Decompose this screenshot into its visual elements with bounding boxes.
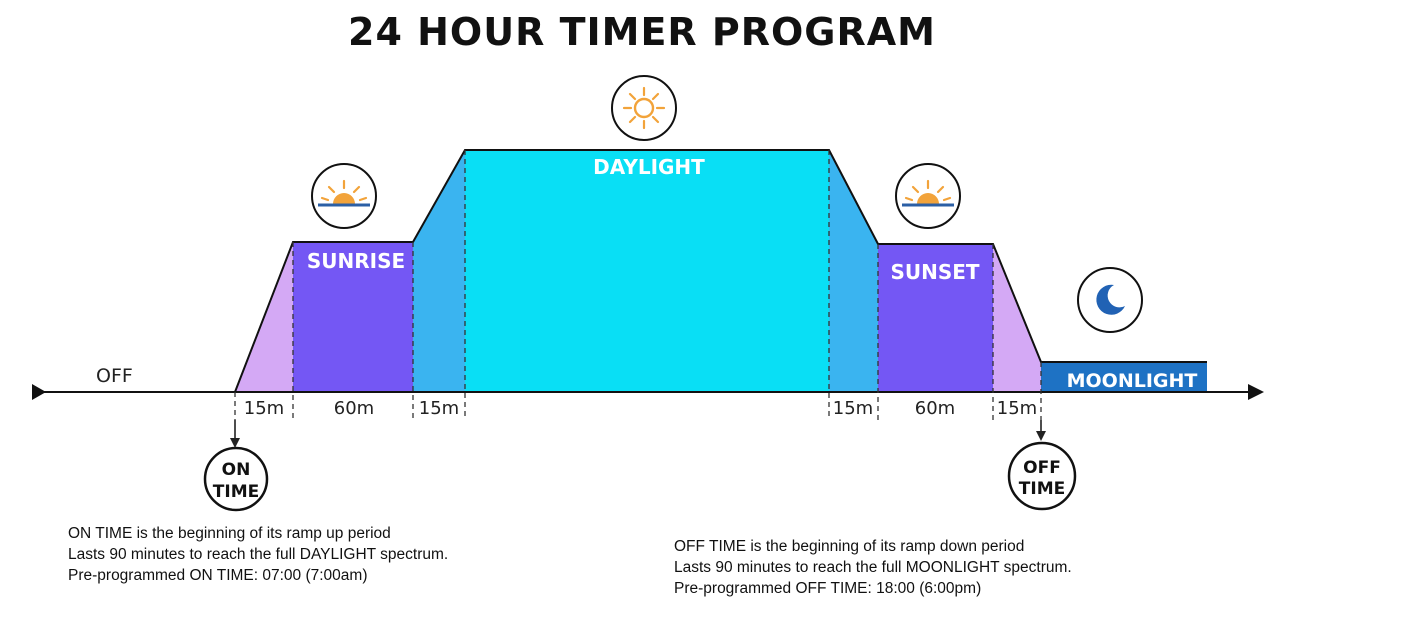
sunset-label: SUNSET [890, 260, 979, 284]
daylight-region [465, 150, 829, 392]
on-note-line: ON TIME is the beginning of its ramp up … [68, 525, 391, 542]
off-label: OFF [96, 365, 133, 387]
on-time-marker: ON TIME [203, 446, 269, 512]
phase-boundaries [234, 150, 1042, 420]
sunset-icon [895, 163, 961, 229]
duration-ramp-up-2: 15m [419, 398, 459, 419]
on-time-notes: ON TIME is the beginning of its ramp up … [68, 523, 448, 586]
off-time-marker: OFF TIME [1007, 441, 1077, 511]
off-note-line: Pre-programmed OFF TIME: 18:00 (6:00pm) [674, 580, 982, 597]
off-note-line: Lasts 90 minutes to reach the full MOONL… [674, 559, 1072, 576]
moon-icon [1077, 267, 1143, 333]
duration-sunrise: 60m [334, 398, 374, 419]
ramp-down-2-region [993, 244, 1041, 392]
ramp-down-1-region [829, 150, 878, 392]
sunrise-region [293, 242, 413, 392]
off-time-notes: OFF TIME is the beginning of its ramp do… [674, 536, 1072, 599]
off-note-line: OFF TIME is the beginning of its ramp do… [674, 538, 1025, 555]
duration-ramp-up-1: 15m [244, 398, 284, 419]
ramp-up-2-region [413, 150, 465, 392]
page-title: 24 HOUR TIMER PROGRAM [348, 10, 936, 54]
off-time-arrowhead [1036, 431, 1046, 441]
moonlight-region [1041, 362, 1207, 392]
moonlight-label: MOONLIGHT [1067, 370, 1198, 392]
off-time-line2: TIME [1019, 479, 1065, 499]
on-note-line: Pre-programmed ON TIME: 07:00 (7:00am) [68, 567, 368, 584]
duration-ramp-down-1: 15m [833, 398, 873, 419]
on-time-line1: ON [222, 460, 251, 480]
axis-start-arrow [32, 384, 46, 400]
daylight-label: DAYLIGHT [593, 155, 705, 179]
on-note-line: Lasts 90 minutes to reach the full DAYLI… [68, 546, 449, 563]
sunset-region [878, 244, 993, 392]
sunrise-label: SUNRISE [307, 249, 405, 273]
on-time-arrowhead [230, 438, 240, 448]
off-time-line1: OFF [1023, 458, 1061, 478]
axis-end-arrow [1248, 384, 1264, 400]
sun-icon [611, 75, 677, 141]
on-time-line2: TIME [213, 482, 259, 502]
duration-sunset: 60m [915, 398, 955, 419]
duration-ramp-down-2: 15m [997, 398, 1037, 419]
sunrise-icon [311, 163, 377, 229]
